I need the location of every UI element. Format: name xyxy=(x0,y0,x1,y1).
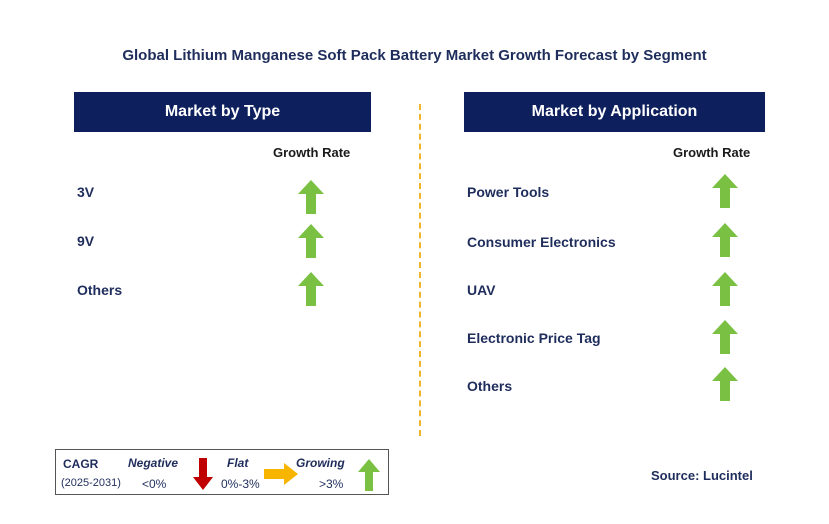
application-row-label: Power Tools xyxy=(467,184,550,200)
application-row-label: Others xyxy=(467,378,513,394)
type-row-label: 9V xyxy=(77,233,95,249)
legend-period: (2025-2031) xyxy=(61,477,121,489)
legend-flat-range: 0%-3% xyxy=(221,477,260,491)
growing-arrow-icon xyxy=(358,459,380,491)
legend-flat-label: Flat xyxy=(227,456,249,470)
source-note: Source: Lucintel xyxy=(651,468,753,483)
application-row-label: UAV xyxy=(467,282,496,298)
legend-negative-range: <0% xyxy=(142,477,167,491)
legend-growing-label: Growing xyxy=(296,456,345,470)
growing-arrow-icon xyxy=(298,272,324,306)
growing-arrow-icon xyxy=(712,174,738,208)
market-by-application-header: Market by Application xyxy=(464,92,765,132)
growing-arrow-icon xyxy=(298,224,324,258)
cagr-legend: CAGR (2025-2031) Negative <0% Flat 0%-3%… xyxy=(55,449,389,495)
growth-rate-label-type: Growth Rate xyxy=(273,145,351,160)
growing-arrow-icon xyxy=(298,180,324,214)
growth-rate-label-application: Growth Rate xyxy=(673,145,751,160)
type-row-label: Others xyxy=(77,282,123,298)
growing-arrow-icon xyxy=(712,223,738,257)
market-by-type-header: Market by Type xyxy=(74,92,371,132)
legend-negative-label: Negative xyxy=(128,456,179,470)
chart-title: Global Lithium Manganese Soft Pack Batte… xyxy=(122,47,707,64)
legend-growing-range: >3% xyxy=(319,477,344,491)
type-row-label: 3V xyxy=(77,184,95,200)
application-row-label: Electronic Price Tag xyxy=(467,330,601,346)
negative-arrow-icon xyxy=(193,458,213,490)
application-row-label: Consumer Electronics xyxy=(467,234,616,250)
growing-arrow-icon xyxy=(712,272,738,306)
growing-arrow-icon xyxy=(712,320,738,354)
legend-cagr-label: CAGR xyxy=(63,457,99,471)
panel-divider xyxy=(419,104,421,436)
flat-arrow-icon xyxy=(264,463,298,485)
growing-arrow-icon xyxy=(712,367,738,401)
